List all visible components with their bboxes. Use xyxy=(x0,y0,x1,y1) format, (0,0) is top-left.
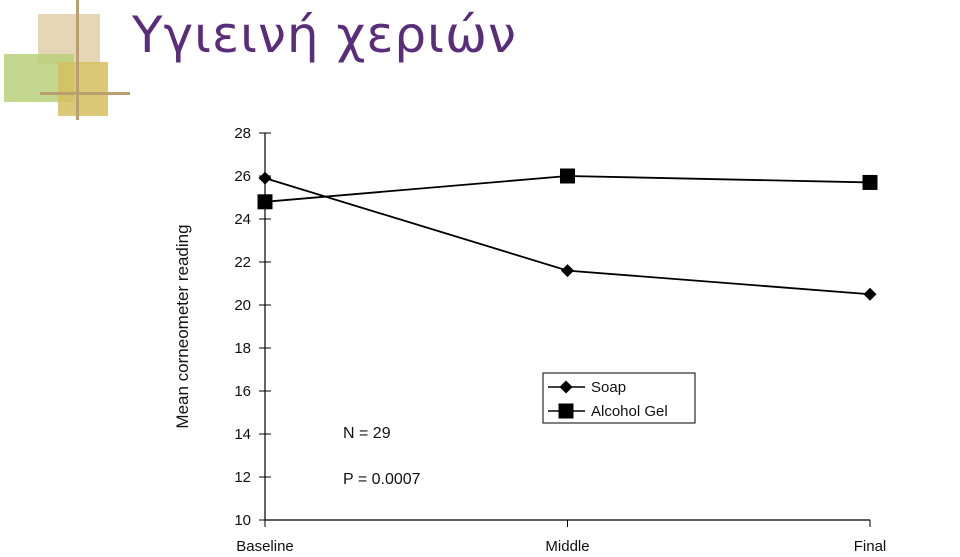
chart-annotation: N = 29 xyxy=(343,425,391,442)
data-point-diamond xyxy=(559,380,573,394)
chart-legend: Soap Alcohol Gel xyxy=(542,372,696,424)
chart-annotation: P = 0.0007 xyxy=(343,471,421,488)
chart-series xyxy=(257,168,878,301)
deco-vertical-line xyxy=(76,0,79,120)
y-tick-label: 26 xyxy=(234,168,251,185)
data-point-diamond xyxy=(863,287,877,301)
slide-title: Υγιεινή χεριών xyxy=(132,6,517,64)
y-tick-label: 12 xyxy=(234,469,251,486)
data-point-diamond xyxy=(258,171,272,185)
deco-block-olive xyxy=(58,62,108,116)
data-point-square xyxy=(558,403,574,419)
deco-horizontal-line xyxy=(40,92,130,95)
y-tick-label: 28 xyxy=(234,125,251,142)
x-tick-label: Final xyxy=(854,538,887,555)
y-tick-label: 14 xyxy=(234,426,251,443)
x-tick-label: Middle xyxy=(545,538,589,555)
data-point-square xyxy=(560,168,575,184)
chart-axes: 10 12 14 16 18 20 22 24 26 28 Baseline Middle Final M… xyxy=(173,125,886,555)
data-point-square xyxy=(862,174,878,190)
x-tick-label: Baseline xyxy=(236,538,294,555)
y-tick-label: 20 xyxy=(234,297,251,314)
y-tick-label: 22 xyxy=(234,254,251,271)
y-tick-label: 24 xyxy=(234,211,251,228)
data-point-diamond xyxy=(561,264,574,278)
y-tick-label: 10 xyxy=(234,512,251,529)
legend-label: Soap xyxy=(591,379,626,396)
legend-label: Alcohol Gel xyxy=(591,403,668,420)
y-tick-label: 18 xyxy=(234,340,251,357)
y-axis-label: Mean corneometer reading xyxy=(173,224,192,428)
corner-decoration xyxy=(0,0,130,120)
y-tick-label: 16 xyxy=(234,383,251,400)
chart-annotations: N = 29 P = 0.0007 xyxy=(343,425,421,488)
data-point-square xyxy=(257,194,273,210)
